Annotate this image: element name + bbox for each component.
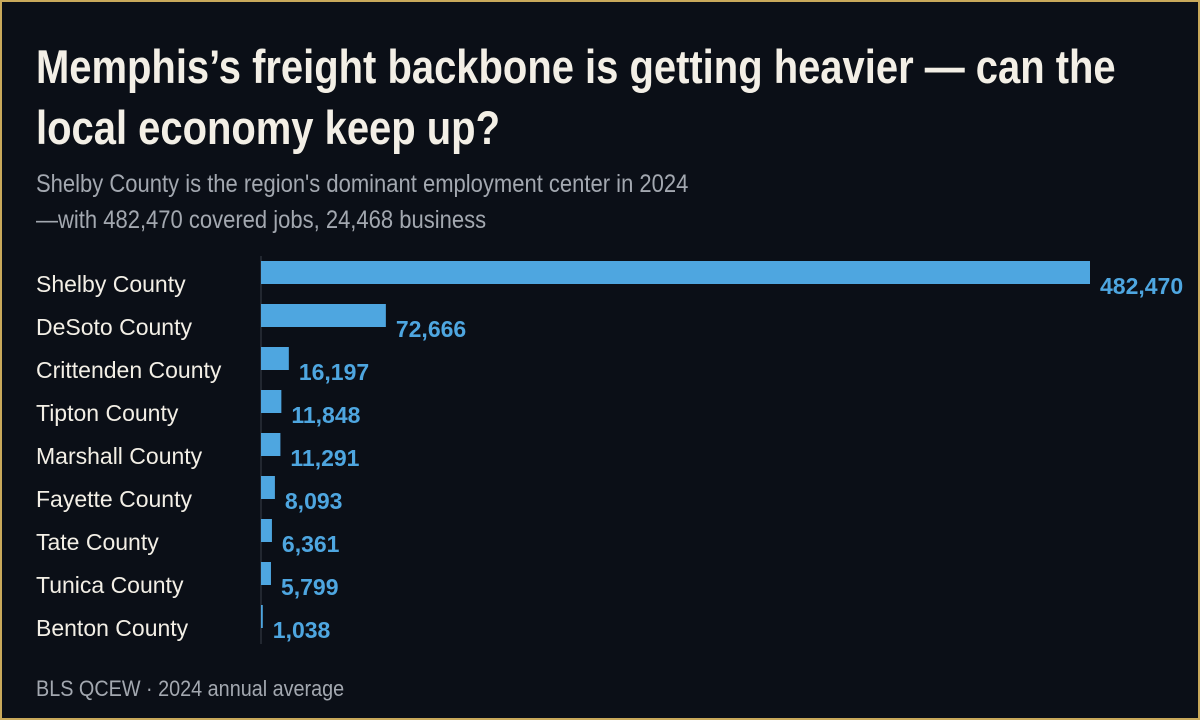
y-tick-label: DeSoto County: [36, 314, 192, 340]
bar: [261, 562, 271, 585]
bar: [261, 304, 386, 327]
bar: [261, 476, 275, 499]
y-tick-label: Tate County: [36, 529, 159, 555]
value-label: 1,038: [273, 617, 331, 643]
bar: [261, 390, 282, 413]
bar: [261, 347, 289, 370]
y-tick-label: Tunica County: [36, 572, 184, 598]
value-label: 72,666: [396, 316, 466, 342]
bar: [261, 261, 1090, 284]
chart-title: Memphis’s freight backbone is getting he…: [36, 40, 1116, 154]
bar: [261, 605, 263, 628]
bar: [261, 433, 281, 456]
value-label: 5,799: [281, 574, 339, 600]
value-label: 6,361: [282, 531, 340, 557]
y-tick-label: Marshall County: [36, 443, 203, 469]
y-tick-label: Shelby County: [36, 271, 186, 297]
value-label: 482,470: [1100, 273, 1183, 299]
value-label: 11,291: [290, 445, 359, 471]
value-label: 11,848: [291, 402, 360, 428]
y-tick-label: Crittenden County: [36, 357, 222, 383]
y-tick-label: Tipton County: [36, 400, 179, 426]
chart-subtitle: Shelby County is the region's dominant e…: [36, 170, 689, 234]
value-label: 8,093: [285, 488, 343, 514]
y-tick-label: Benton County: [36, 615, 189, 641]
source-note: BLS QCEW · 2024 annual average: [36, 676, 345, 701]
value-label: 16,197: [299, 359, 369, 385]
bar: [261, 519, 272, 542]
y-tick-label: Fayette County: [36, 486, 192, 512]
